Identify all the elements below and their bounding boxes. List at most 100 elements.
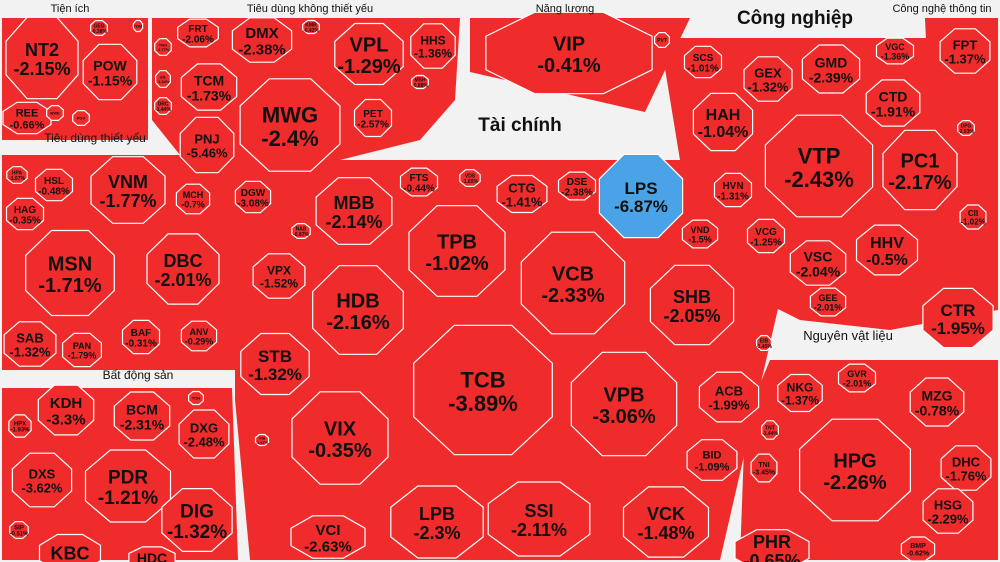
stock-cell-dbc[interactable]: DBC-2.01% (146, 233, 220, 305)
stock-cell-pow[interactable]: POW-1.15% (82, 43, 138, 101)
stock-cell-hsl[interactable]: HSL-0.48% (34, 168, 74, 202)
stock-cell-dmx[interactable]: DMX-2.38% (231, 17, 293, 63)
stock-cell-nab[interactable]: NAB-0.87% (291, 223, 311, 239)
stock-cell-kbc[interactable]: KBC (38, 533, 102, 562)
stock-cell-kmr[interactable]: KMR-0.42% (302, 19, 320, 35)
stock-cell-acb[interactable]: ACB-1.99% (698, 371, 760, 423)
stock-cell-mch[interactable]: MCH-0.7% (175, 183, 211, 215)
stock-cell-bid[interactable]: BID-1.09% (686, 439, 738, 481)
stock-cell-gmd[interactable]: GMD-2.39% (801, 44, 861, 94)
stock-cell-bmp[interactable]: BMP-0.62% (900, 536, 936, 562)
stock-cell-hah[interactable]: HAH-1.04% (692, 92, 754, 152)
stock-cell-lps[interactable]: LPS-6.87% (598, 153, 684, 239)
stock-cell-tpb[interactable]: TPB-1.02% (408, 205, 506, 297)
stock-cell-tni[interactable]: TNI-3.45% (750, 453, 778, 483)
stock-cell-hdc[interactable]: HDC (128, 546, 176, 562)
stock-cell-tcb[interactable]: TCB-3.89% (413, 324, 553, 456)
stock-cell-pgv[interactable]: PGV (72, 110, 90, 126)
stock-cell-mwg[interactable]: MWG-2.4% (239, 78, 341, 172)
stock-cell-vsc[interactable]: VSC-2.04% (789, 240, 847, 286)
stock-cell-hpg[interactable]: HPG-2.26% (799, 418, 911, 522)
stock-cell-hvn[interactable]: HVN-1.31% (713, 172, 753, 208)
stock-cell-vci[interactable]: VCI-2.63% (290, 515, 366, 559)
stock-cell-dig[interactable]: DIG-1.32% (161, 488, 233, 552)
stock-cell-nt2[interactable]: NT2-2.15% (5, 16, 79, 100)
stock-cell-vpb[interactable]: VPB-3.06% (570, 351, 678, 457)
stock-cell-vpx[interactable]: VPX-1.52% (252, 253, 306, 299)
stock-cell-ctr[interactable]: CTR-1.95% (922, 287, 994, 349)
stock-cell-ctg[interactable]: CTG-1.41% (496, 174, 548, 214)
stock-cell-vgc[interactable]: VGC-1.36% (875, 37, 915, 65)
stock-cell-sip[interactable]: SIP-0.51% (9, 521, 29, 539)
stock-ticker: GEX (754, 65, 782, 80)
stock-cell-dgw[interactable]: DGW-3.08% (234, 180, 272, 214)
stock-cell-gil[interactable]: GIL-1.44% (155, 70, 171, 88)
stock-cell-fts[interactable]: FTS-0.44% (399, 167, 439, 197)
stock-cell-dxs[interactable]: DXS-3.62% (11, 452, 73, 508)
stock-cell-gex[interactable]: GEX-1.32% (743, 56, 793, 102)
stock-cell-vtp[interactable]: VTP-2.43% (764, 114, 874, 218)
stock-cell-hag[interactable]: HAG-0.35% (5, 197, 45, 231)
stock-cell-lpb[interactable]: LPB-2.3% (390, 485, 484, 559)
stock-cell-vcb[interactable]: VCB-2.33% (520, 231, 626, 335)
stock-cell-bcm[interactable]: BCM-2.31% (113, 391, 171, 441)
stock-cell-vib[interactable]: VIB-1.67% (254, 433, 270, 447)
stock-cell-eib[interactable]: EIB-1.45% (756, 335, 772, 351)
stock-cell-vnd[interactable]: VND-1.5% (681, 219, 719, 249)
stock-cell-pnj[interactable]: PNJ-5.46% (179, 116, 235, 174)
stock-cell-hhs[interactable]: HHS-1.36% (410, 23, 456, 69)
stock-cell-dpg[interactable]: DPG-2.53% (957, 120, 975, 136)
stock-cell-dhc[interactable]: DHC-1.76% (940, 445, 992, 491)
stock-cell-tch[interactable]: TCH (188, 390, 204, 406)
stock-cell-msn[interactable]: MSN-1.71% (25, 229, 115, 317)
stock-cell-bwe[interactable]: BWE (46, 105, 64, 121)
stock-cell-hsg[interactable]: HSG-2.29% (922, 488, 974, 534)
stock-cell-phr[interactable]: PHR-0.65% (734, 529, 810, 562)
stock-cell-drc[interactable]: DRC-1.44% (154, 97, 172, 115)
stock-cell-ssi[interactable]: SSI-2.11% (487, 481, 591, 557)
stock-cell-pet[interactable]: PET-2.57% (353, 98, 393, 138)
stock-cell-vds[interactable]: VDS-1.65% (459, 169, 481, 187)
stock-cell-nkg[interactable]: NKG-1.37% (777, 373, 823, 413)
stock-cell-mzg[interactable]: MZG-0.78% (909, 377, 965, 427)
stock-cell-pvt[interactable]: PVT (654, 32, 670, 48)
stock-cell-hhv[interactable]: HHV-0.5% (855, 224, 919, 276)
stock-cell-msh[interactable]: MSH-0.88% (411, 74, 429, 90)
stock-cell-cii[interactable]: CII-1.02% (959, 204, 987, 230)
stock-cell-vnm[interactable]: VNM-1.77% (90, 156, 166, 224)
stock-cell-hpx[interactable]: HPX-1.93% (8, 414, 32, 438)
stock-cell-mbb[interactable]: MBB-2.14% (315, 177, 393, 245)
stock-cell-fpt[interactable]: FPT-1.37% (939, 28, 991, 74)
stock-cell-vcg[interactable]: VCG-1.25% (746, 218, 786, 254)
stock-cell-dse[interactable]: DSE-2.38% (557, 171, 597, 201)
stock-cell-hdb[interactable]: HDB-2.16% (312, 265, 404, 355)
stock-cell-tng[interactable]: TNG-1.77% (154, 38, 172, 56)
stock-cell-tdm[interactable]: TDM (132, 19, 144, 33)
stock-cell-pc1[interactable]: PC1-2.17% (882, 129, 958, 211)
stock-cell-ree[interactable]: REE-0.66% (2, 101, 52, 135)
stock-cell-baf[interactable]: BAF-0.31% (121, 319, 161, 355)
stock-ticker: TNT (765, 425, 775, 431)
stock-cell-ctd[interactable]: CTD-1.91% (865, 79, 921, 127)
stock-cell-gee[interactable]: GEE-2.01% (809, 287, 847, 317)
stock-cell-sab[interactable]: SAB-1.32% (3, 321, 57, 367)
stock-cell-anv[interactable]: ANV-0.29% (180, 320, 218, 352)
stock-cell-frt[interactable]: FRT-2.06% (177, 18, 219, 48)
stock-cell-gvr[interactable]: GVR-2.01% (837, 363, 877, 393)
stock-cell-geg[interactable]: GEG-0.38% (90, 20, 108, 36)
stock-cell-kdh[interactable]: KDH-3.3% (37, 384, 95, 436)
stock-tile-pgv (72, 110, 90, 126)
stock-cell-dxg[interactable]: DXG-2.48% (178, 409, 230, 459)
stock-cell-vpl[interactable]: VPL-1.29% (334, 22, 404, 86)
stock-cell-scs[interactable]: SCS-1.01% (683, 45, 723, 79)
stock-cell-vix[interactable]: VIX-0.35% (291, 391, 389, 485)
stock-cell-hpa[interactable]: HPA-1.07% (6, 166, 28, 184)
stock-cell-stb[interactable]: STB-1.32% (240, 332, 310, 396)
stock-cell-tnt[interactable]: TNT-1.44% (761, 420, 779, 440)
stock-cell-pdr[interactable]: PDR-1.21% (84, 449, 172, 523)
stock-cell-pan[interactable]: PAN-1.79% (62, 332, 102, 368)
stock-cell-vip[interactable]: VIP-0.41% (485, 11, 653, 95)
stock-cell-tcm[interactable]: TCM-1.73% (180, 63, 238, 111)
stock-cell-shb[interactable]: SHB-2.05% (649, 264, 735, 346)
stock-cell-vck[interactable]: VCK-1.48% (622, 486, 710, 558)
